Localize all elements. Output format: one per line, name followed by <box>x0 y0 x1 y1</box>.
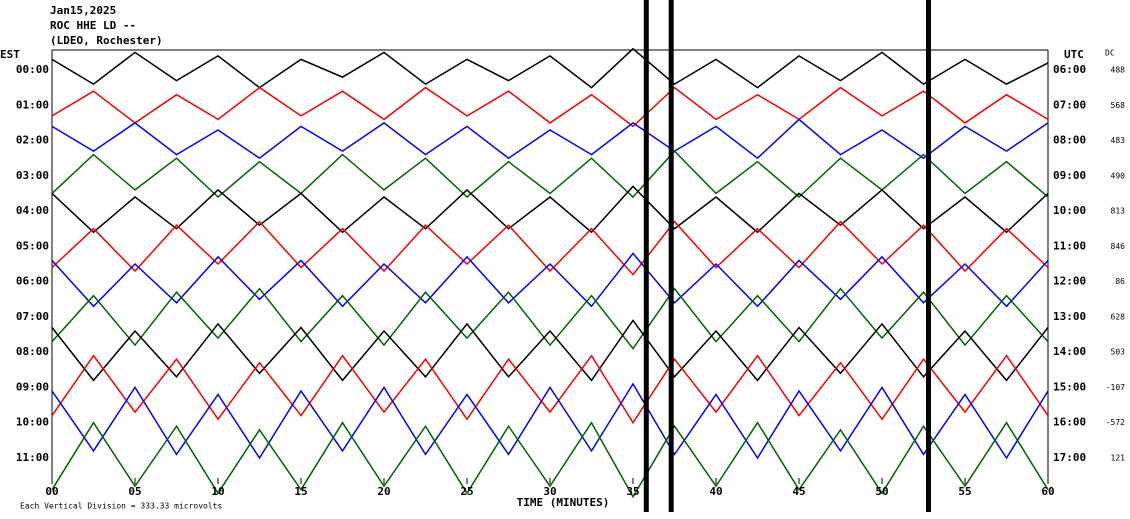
x-tick-label: 30 <box>543 485 556 498</box>
dc-value: 488 <box>1111 66 1126 75</box>
dc-value: 813 <box>1111 207 1126 216</box>
trace <box>51 287 1049 350</box>
utc-label: 10:00 <box>1053 204 1086 217</box>
trace <box>51 319 1049 382</box>
est-label: 08:00 <box>16 345 49 358</box>
title-line: ROC HHE LD -- <box>50 19 136 32</box>
x-tick-label: 20 <box>377 485 390 498</box>
x-tick-label: 00 <box>45 485 58 498</box>
x-tick-label: 40 <box>709 485 722 498</box>
est-label: 11:00 <box>16 451 49 464</box>
dc-value: 628 <box>1111 312 1126 321</box>
utc-label: 11:00 <box>1053 239 1086 252</box>
x-tick-label: 25 <box>460 485 473 498</box>
trace <box>51 354 1049 425</box>
x-tick-label: 15 <box>294 485 307 498</box>
trace <box>51 252 1049 308</box>
utc-label: 15:00 <box>1053 380 1086 393</box>
trace <box>51 150 1049 199</box>
est-label: 02:00 <box>16 134 49 147</box>
dc-value: 490 <box>1111 171 1126 180</box>
x-tick-label: 60 <box>1041 485 1054 498</box>
utc-label: 14:00 <box>1053 345 1086 358</box>
utc-label: 07:00 <box>1053 98 1086 111</box>
x-tick-label: 35 <box>626 485 639 498</box>
utc-label: 09:00 <box>1053 169 1086 182</box>
est-label: 09:00 <box>16 380 49 393</box>
trace <box>51 220 1049 276</box>
utc-label: 12:00 <box>1053 275 1086 288</box>
note: Each Vertical Division = 333.33 microvol… <box>20 502 222 511</box>
x-tick-label: 10 <box>211 485 224 498</box>
dc-value: -572 <box>1106 418 1125 427</box>
x-tick-label: 05 <box>128 485 141 498</box>
x-tick-label: 45 <box>792 485 805 498</box>
dc-value: -107 <box>1106 383 1125 392</box>
est-label: 04:00 <box>16 204 49 217</box>
utc-label: 08:00 <box>1053 134 1086 147</box>
est-label: 00:00 <box>16 63 49 76</box>
est-label: 07:00 <box>16 310 49 323</box>
est-label: 03:00 <box>16 169 49 182</box>
est-label: 10:00 <box>16 416 49 429</box>
x-axis-label: TIME (MINUTES) <box>517 496 610 509</box>
x-tick-label: 55 <box>958 485 971 498</box>
title-line: (LDEO, Rochester) <box>50 34 163 47</box>
trace <box>51 421 1049 499</box>
est-label: 06:00 <box>16 275 49 288</box>
dc-value: 568 <box>1111 101 1126 110</box>
right-axis-label: UTC <box>1064 48 1084 61</box>
utc-label: 13:00 <box>1053 310 1086 323</box>
title-line: Jan15,2025 <box>50 4 116 17</box>
trace <box>51 47 1049 89</box>
dc-label: DC <box>1105 49 1115 58</box>
est-label: 01:00 <box>16 98 49 111</box>
dc-value: 86 <box>1115 277 1125 286</box>
dc-value: 121 <box>1111 453 1126 462</box>
utc-label: 17:00 <box>1053 451 1086 464</box>
dc-value: 503 <box>1111 348 1126 357</box>
est-label: 05:00 <box>16 239 49 252</box>
x-tick-label: 50 <box>875 485 888 498</box>
dc-value: 483 <box>1111 136 1126 145</box>
trace <box>51 118 1049 160</box>
trace <box>51 382 1049 460</box>
utc-label: 16:00 <box>1053 416 1086 429</box>
utc-label: 06:00 <box>1053 63 1086 76</box>
trace <box>51 86 1049 128</box>
left-axis-label: EST <box>0 48 20 61</box>
dc-value: 846 <box>1111 242 1126 251</box>
trace <box>51 185 1049 234</box>
